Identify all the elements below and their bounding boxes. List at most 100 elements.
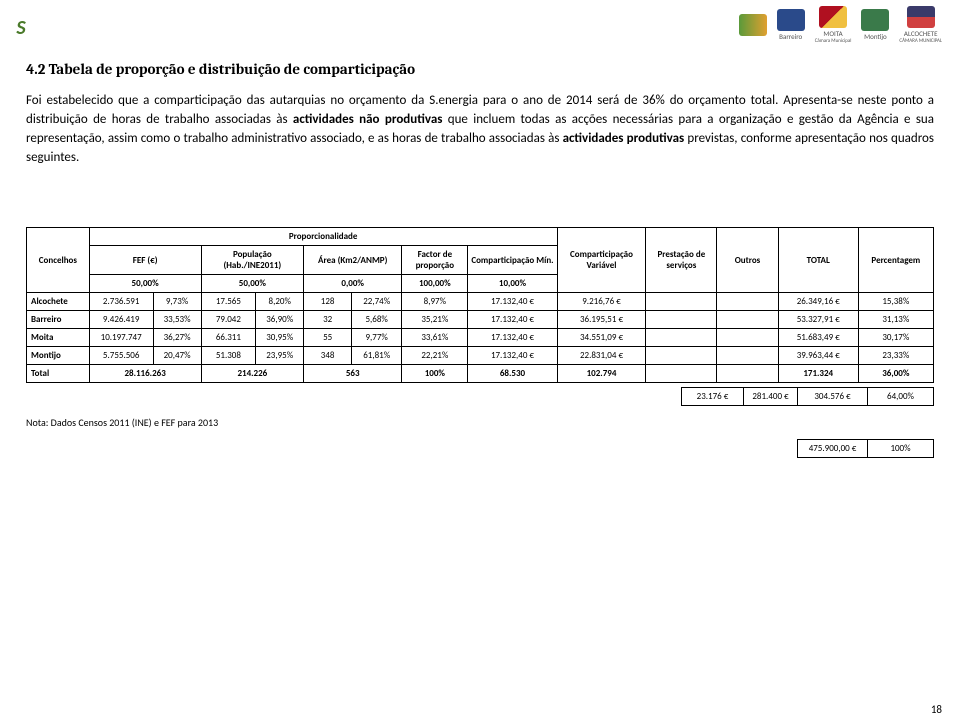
cell-extra-ps: 23.176 € xyxy=(682,388,744,406)
table-cell: 17.132,40 € xyxy=(468,329,557,347)
table-row: Moita10.197.74736,27%66.31130,95%559,77%… xyxy=(27,329,934,347)
table-cell xyxy=(646,311,717,329)
table-cell: 2.736.591 xyxy=(89,293,153,311)
table-cell: 32 xyxy=(304,311,352,329)
table-cell: 51.308 xyxy=(201,347,256,365)
table-cell: 9.216,76 € xyxy=(557,293,646,311)
logo-senergia-glyph: S xyxy=(4,14,38,42)
th-outros: Outros xyxy=(717,228,779,293)
cell-extra-pc: 64,00% xyxy=(868,388,934,406)
page-number: 18 xyxy=(931,703,942,716)
table-cell xyxy=(717,365,779,383)
logo-alcochete: ALCOCHETE CÂMARA MUNICIPAL xyxy=(899,6,942,44)
table-cell: 26.349,16 € xyxy=(778,293,858,311)
table-cell: 8,20% xyxy=(256,293,304,311)
table-cell xyxy=(646,365,717,383)
table-cell: 348 xyxy=(304,347,352,365)
table-cell: Alcochete xyxy=(27,293,90,311)
logo-alcochete-label: ALCOCHETE xyxy=(904,29,938,38)
logo-moita-sub: Câmara Municipal xyxy=(815,38,852,44)
table-cell: 17.565 xyxy=(201,293,256,311)
body-paragraph: Foi estabelecido que a comparticipação d… xyxy=(26,92,934,167)
table-cell: 100% xyxy=(402,365,468,383)
table-cell xyxy=(646,329,717,347)
th-compvar: Comparticipação Variável xyxy=(557,228,646,293)
page-content: 4.2 Tabela de proporção e distribuição d… xyxy=(26,60,934,458)
section-title: 4.2 Tabela de proporção e distribuição d… xyxy=(26,60,934,78)
table-cell: 36,00% xyxy=(858,365,933,383)
table-cell: 31,13% xyxy=(858,311,933,329)
th-concelhos: Concelhos xyxy=(27,228,90,293)
logo-cc xyxy=(739,14,767,37)
logo-alcochete-sub: CÂMARA MUNICIPAL xyxy=(899,38,942,44)
table-cell xyxy=(646,347,717,365)
table-cell: Montijo xyxy=(27,347,90,365)
table-cell: 79.042 xyxy=(201,311,256,329)
table-cell: 563 xyxy=(304,365,402,383)
cell-extra-ou: 281.400 € xyxy=(744,388,798,406)
table-cell: 9,77% xyxy=(352,329,402,347)
table-total-row: Total28.116.263214.226563100%68.530102.7… xyxy=(27,365,934,383)
grand-total-table: 475.900,00 € 100% xyxy=(797,439,934,458)
table-cell: 5.755.506 xyxy=(89,347,153,365)
table-cell xyxy=(717,347,779,365)
table-cell: 30,17% xyxy=(858,329,933,347)
table-cell: 33,61% xyxy=(402,329,468,347)
table-cell xyxy=(717,311,779,329)
th-percentagem: Percentagem xyxy=(858,228,933,293)
extra-row-2: 475.900,00 € 100% xyxy=(798,440,934,458)
table-cell: 68.530 xyxy=(468,365,557,383)
th-prestacao: Prestação de serviços xyxy=(646,228,717,293)
table-cell: 36,90% xyxy=(256,311,304,329)
table-cell: 9.426.419 xyxy=(89,311,153,329)
table-cell: 35,21% xyxy=(402,311,468,329)
logo-barreiro: Barreiro xyxy=(777,9,805,41)
table-cell xyxy=(717,293,779,311)
table-cell: 66.311 xyxy=(201,329,256,347)
table-cell: 128 xyxy=(304,293,352,311)
table-cell: 28.116.263 xyxy=(89,365,201,383)
table-cell: 55 xyxy=(304,329,352,347)
table-cell: 9,73% xyxy=(153,293,201,311)
table-cell: 33,53% xyxy=(153,311,201,329)
th-factor-pct: 100,00% xyxy=(402,275,468,293)
table-cell: 102.794 xyxy=(557,365,646,383)
table-cell: 5,68% xyxy=(352,311,402,329)
table-cell: 17.132,40 € xyxy=(468,293,557,311)
table-footnote: Nota: Dados Censos 2011 (INE) e FEF para… xyxy=(26,416,934,429)
table-cell: 171.324 xyxy=(778,365,858,383)
th-total: TOTAL xyxy=(778,228,858,293)
table-cell: 51.683,49 € xyxy=(778,329,858,347)
table-cell: 22,21% xyxy=(402,347,468,365)
table-row: Montijo5.755.50620,47%51.30823,95%34861,… xyxy=(27,347,934,365)
table-cell: 36,27% xyxy=(153,329,201,347)
table-cell: 22.831,04 € xyxy=(557,347,646,365)
th-compmin-pct: 10,00% xyxy=(468,275,557,293)
table-cell: 17.132,40 € xyxy=(468,311,557,329)
extra-totals-table: 23.176 € 281.400 € 304.576 € 64,00% xyxy=(681,387,934,406)
table-cell: 36.195,51 € xyxy=(557,311,646,329)
table-row: Barreiro9.426.41933,53%79.04236,90%325,6… xyxy=(27,311,934,329)
table-cell xyxy=(717,329,779,347)
logo-senergia: S xyxy=(4,14,38,42)
logo-moita: MOITA Câmara Municipal xyxy=(815,6,852,44)
table-cell: 8,97% xyxy=(402,293,468,311)
table-cell: 30,95% xyxy=(256,329,304,347)
extra-row-1: 23.176 € 281.400 € 304.576 € 64,00% xyxy=(682,388,934,406)
table-cell: 34.551,09 € xyxy=(557,329,646,347)
table-cell: 39.963,44 € xyxy=(778,347,858,365)
th-compmin: Comparticipação Mín. xyxy=(468,246,557,275)
th-pop-pct: 50,00% xyxy=(201,275,304,293)
proportion-table: Concelhos Proporcionalidade Comparticipa… xyxy=(26,227,934,383)
table-cell: 10.197.747 xyxy=(89,329,153,347)
table-cell: 214.226 xyxy=(201,365,304,383)
table-cell: 20,47% xyxy=(153,347,201,365)
cell-extra-to: 304.576 € xyxy=(798,388,868,406)
th-area: Área (Km2/ANMP) xyxy=(304,246,402,275)
th-populacao: População (Hab./INE2011) xyxy=(201,246,304,275)
table-cell: Total xyxy=(27,365,90,383)
table-cell: 17.132,40 € xyxy=(468,347,557,365)
cell-grand-pct: 100% xyxy=(868,440,934,458)
table-cell: 22,74% xyxy=(352,293,402,311)
table-cell: 23,33% xyxy=(858,347,933,365)
